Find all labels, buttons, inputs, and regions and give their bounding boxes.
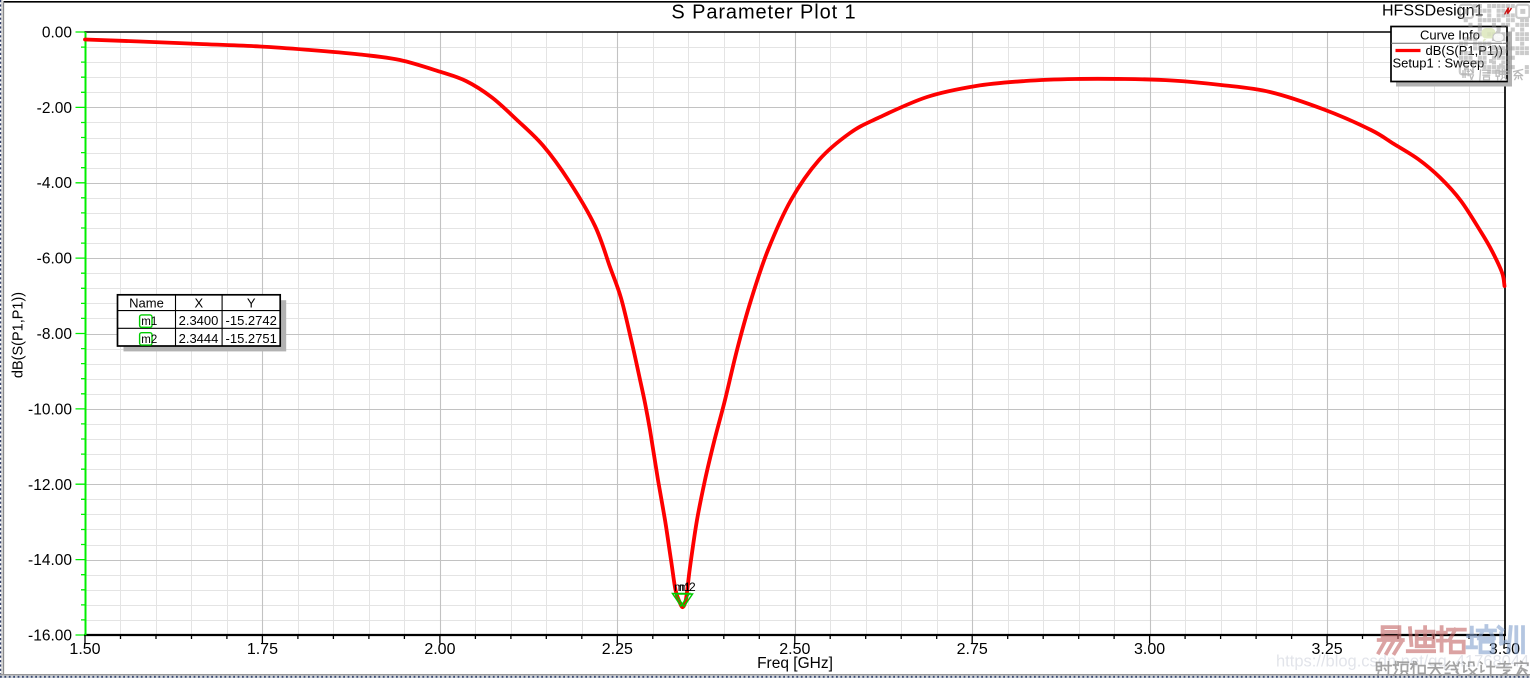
svg-text:m1: m1 <box>674 580 691 594</box>
svg-text:2.3400: 2.3400 <box>179 313 219 328</box>
svg-text:Setup1 : Sweep: Setup1 : Sweep <box>1393 56 1485 71</box>
svg-text:Curve Info: Curve Info <box>1420 28 1480 43</box>
svg-text:2.3444: 2.3444 <box>179 331 219 346</box>
svg-text:S Parameter Plot 1: S Parameter Plot 1 <box>671 2 856 24</box>
svg-text:-12.00: -12.00 <box>28 477 72 494</box>
svg-text:m2: m2 <box>679 580 696 594</box>
svg-text:-14.00: -14.00 <box>28 552 72 569</box>
svg-text:2.50: 2.50 <box>779 641 810 658</box>
svg-text:1.75: 1.75 <box>247 641 278 658</box>
svg-text:Y: Y <box>247 295 256 310</box>
svg-text:dB(S(P1,P1)): dB(S(P1,P1)) <box>1426 43 1503 58</box>
svg-text:2.75: 2.75 <box>957 641 988 658</box>
svg-text:-15.2742: -15.2742 <box>226 313 277 328</box>
svg-text:0.00: 0.00 <box>42 25 73 42</box>
svg-text:Name: Name <box>129 295 164 310</box>
svg-text:X: X <box>194 295 203 310</box>
svg-text:m2: m2 <box>141 334 157 346</box>
svg-text:-16.00: -16.00 <box>28 628 72 645</box>
svg-text:-4.00: -4.00 <box>37 175 73 192</box>
svg-text:-6.00: -6.00 <box>37 251 73 268</box>
svg-text:1.50: 1.50 <box>69 641 100 658</box>
svg-text:m1: m1 <box>141 316 157 328</box>
svg-text:-15.2751: -15.2751 <box>226 331 277 346</box>
svg-text:3.00: 3.00 <box>1134 641 1165 658</box>
svg-text:-8.00: -8.00 <box>37 326 73 343</box>
svg-text:HFSSDesign1: HFSSDesign1 <box>1382 3 1483 20</box>
svg-text:3.25: 3.25 <box>1312 641 1343 658</box>
svg-text:2.00: 2.00 <box>424 641 455 658</box>
svg-text:-10.00: -10.00 <box>28 401 72 418</box>
svg-text:3.50: 3.50 <box>1489 641 1520 658</box>
svg-text:2.25: 2.25 <box>602 641 633 658</box>
svg-text:Freq [GHz]: Freq [GHz] <box>757 655 833 672</box>
svg-text:-2.00: -2.00 <box>37 100 73 117</box>
svg-text:dB(S(P1,P1)): dB(S(P1,P1)) <box>11 292 27 378</box>
